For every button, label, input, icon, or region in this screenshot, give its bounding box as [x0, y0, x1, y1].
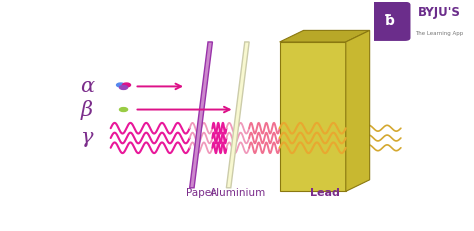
Polygon shape — [346, 30, 370, 191]
Text: α: α — [80, 77, 94, 96]
Text: Paper: Paper — [186, 188, 216, 198]
Text: γ: γ — [81, 128, 93, 148]
Text: Aluminium: Aluminium — [210, 188, 266, 198]
Circle shape — [117, 83, 125, 87]
Text: The Learning App: The Learning App — [415, 31, 463, 36]
Circle shape — [122, 83, 130, 87]
FancyBboxPatch shape — [369, 2, 410, 41]
Polygon shape — [280, 42, 346, 191]
Polygon shape — [190, 42, 212, 188]
Text: ƀ: ƀ — [385, 14, 394, 28]
Text: β: β — [81, 100, 93, 119]
Circle shape — [119, 85, 128, 89]
Polygon shape — [227, 42, 249, 188]
Polygon shape — [280, 30, 370, 42]
Text: BYJU'S: BYJU'S — [418, 6, 460, 19]
Text: Lead: Lead — [310, 188, 339, 198]
Circle shape — [119, 108, 128, 112]
